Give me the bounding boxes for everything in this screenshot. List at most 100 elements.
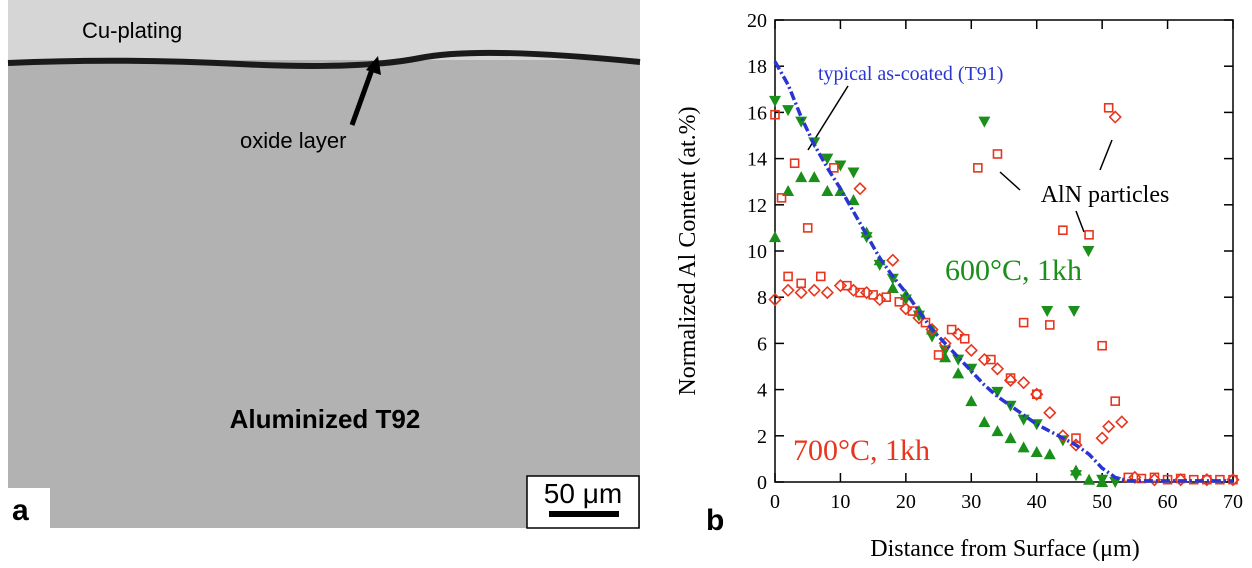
- leader: [1099, 139, 1113, 171]
- x-tick-label: 40: [1027, 491, 1047, 513]
- leader: [1075, 210, 1085, 233]
- data-point: [1043, 406, 1057, 420]
- data-point: [802, 223, 813, 233]
- y-tick-label: 16: [747, 102, 767, 124]
- scale-label: 50 μm: [544, 478, 622, 509]
- y-tick-label: 10: [747, 241, 767, 263]
- data-point: [886, 273, 899, 285]
- layer-label: Cu-plating: [82, 18, 182, 43]
- data-point: [1018, 317, 1029, 328]
- data-point: [1110, 396, 1121, 406]
- data-point: [991, 386, 1004, 398]
- data-point: [868, 290, 878, 300]
- y-tick-label: 8: [757, 287, 767, 309]
- data-point: [847, 167, 860, 179]
- x-tick-label: 50: [1092, 491, 1112, 513]
- data-point: [1103, 102, 1114, 113]
- data-point: [977, 352, 992, 367]
- data-point: [1068, 306, 1081, 318]
- data-point: [946, 324, 957, 335]
- x-tick-label: 0: [770, 491, 780, 513]
- plot-frame: [774, 19, 1234, 483]
- data-point: [907, 306, 918, 316]
- leaders: [807, 85, 1113, 233]
- data-point: [991, 425, 1004, 437]
- data-point: [925, 322, 939, 337]
- data-point: [952, 354, 965, 366]
- x-tick-label: 60: [1158, 491, 1178, 513]
- data-point: [1005, 373, 1016, 383]
- data-point: [894, 297, 905, 307]
- data-point: [1084, 230, 1094, 240]
- data-point: [776, 193, 787, 203]
- y-tick-label: 20: [747, 10, 767, 32]
- data-point: [978, 116, 991, 128]
- data-point: [881, 292, 892, 303]
- data-point: [1095, 431, 1109, 445]
- data-point: [855, 287, 865, 298]
- annotation: AlN particles: [1041, 182, 1170, 208]
- data-point: [920, 317, 931, 328]
- data-point: [1108, 110, 1122, 124]
- arrow: [349, 63, 377, 126]
- data-point: [964, 343, 978, 357]
- data-point: [951, 327, 965, 341]
- data-point: [990, 362, 1005, 376]
- y-tick-label: 4: [757, 380, 767, 402]
- data-point: [789, 158, 800, 169]
- data-point: [992, 149, 1003, 159]
- y-tick-label: 6: [757, 333, 767, 355]
- data-point: [847, 194, 860, 206]
- data-point: [1102, 419, 1116, 434]
- data-point: [986, 354, 996, 365]
- data-point: [1115, 415, 1129, 429]
- micrograph: Cu-plating oxide layer Aluminized T92 50…: [7, 0, 641, 529]
- sample-label: Aluminized T92: [230, 404, 421, 434]
- series-label: typical as-coated (T91): [818, 63, 1003, 85]
- data-point: [886, 253, 900, 267]
- data-point: [1031, 389, 1042, 400]
- data-point: [933, 350, 944, 360]
- data-point: [796, 278, 806, 289]
- oxide-line: [7, 49, 641, 69]
- data-point: [783, 271, 793, 282]
- data-point: [952, 367, 965, 379]
- x-tick-label: 20: [896, 491, 916, 513]
- data-point: [1128, 470, 1142, 485]
- data-point: [833, 279, 848, 293]
- data-point: [807, 283, 821, 297]
- data-point: [769, 231, 781, 243]
- data-point: [860, 232, 873, 244]
- data-point: [820, 285, 834, 300]
- y-tick-label: 0: [757, 472, 767, 494]
- data-point: [1016, 376, 1031, 390]
- series-label: 600°C, 1kh: [945, 254, 1082, 287]
- x-tick-label: 70: [1223, 491, 1243, 513]
- series-label: 700°C, 1kh: [793, 434, 930, 467]
- data-point: [853, 181, 867, 196]
- data-point: [1097, 340, 1107, 351]
- y-tick-label: 18: [747, 56, 767, 78]
- y-tick-label: 2: [757, 426, 767, 448]
- data-point: [782, 105, 795, 117]
- data-point: [1083, 473, 1096, 485]
- data-point: [1071, 433, 1081, 443]
- data-point: [1030, 445, 1043, 457]
- cu-plating-layer: [8, 0, 640, 60]
- data-point: [842, 280, 852, 291]
- data-point: [821, 184, 834, 196]
- scale-box: [526, 475, 640, 529]
- data-point: [973, 163, 983, 173]
- data-point: [1136, 473, 1147, 484]
- data-point: [770, 109, 780, 120]
- data-point: [1069, 470, 1082, 482]
- y-tick-label: 14: [747, 149, 767, 171]
- data-point: [768, 292, 782, 307]
- data-point: [886, 281, 899, 293]
- data-point: [1004, 432, 1017, 444]
- data-point: [769, 95, 781, 107]
- data-point: [965, 395, 978, 407]
- arrow-head: [366, 56, 381, 75]
- y-axis-label: Normalized Al Content (at.%): [675, 106, 701, 395]
